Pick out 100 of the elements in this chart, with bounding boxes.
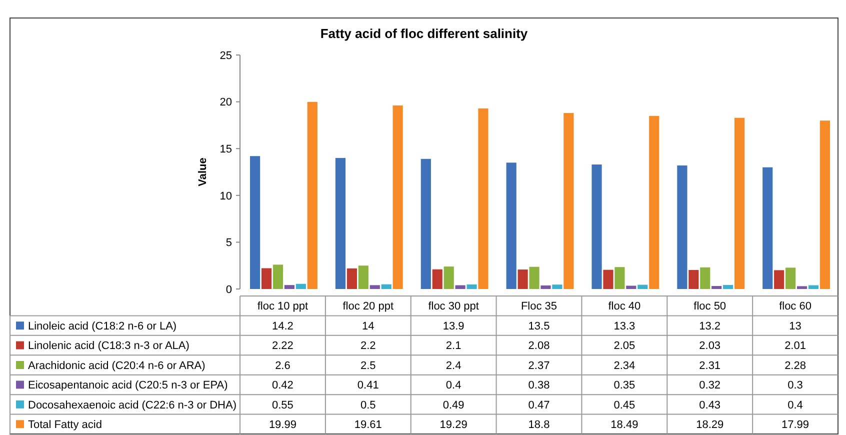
data-label: 2.08 <box>528 340 550 352</box>
bar <box>626 286 636 289</box>
bar <box>688 270 699 289</box>
y-tick-label: 15 <box>220 143 232 156</box>
data-label: 0.38 <box>528 380 550 392</box>
data-label: 2.6 <box>275 360 290 372</box>
data-label: 0.32 <box>699 380 721 392</box>
data-label: 2.1 <box>446 340 462 352</box>
data-label: 2.28 <box>784 360 806 372</box>
bar <box>820 120 830 289</box>
bar <box>712 286 722 289</box>
bar <box>381 284 392 289</box>
bar <box>603 270 614 289</box>
data-label: 0.4 <box>788 399 803 412</box>
data-label: 13 <box>789 320 802 332</box>
bar <box>723 284 734 289</box>
bar <box>335 158 346 289</box>
bar <box>564 113 574 289</box>
data-label: 2.37 <box>528 360 550 372</box>
bar <box>506 162 516 289</box>
bar <box>261 268 272 289</box>
bar <box>592 164 602 289</box>
bar <box>296 284 306 289</box>
bar <box>529 266 540 289</box>
data-label: 0.3 <box>788 380 803 392</box>
data-label: 0.47 <box>528 399 550 412</box>
y-tick-label: 5 <box>226 237 232 250</box>
data-label: 2.4 <box>446 360 462 372</box>
bar <box>677 165 688 289</box>
data-label: 14.2 <box>272 320 294 332</box>
data-label: 13.3 <box>614 320 636 332</box>
bar <box>734 118 745 289</box>
data-label: 2.22 <box>272 340 294 352</box>
data-label: 13.5 <box>528 320 550 332</box>
data-label: 0.41 <box>357 380 379 392</box>
bar <box>518 270 528 289</box>
bar <box>466 284 477 289</box>
data-label: 18.49 <box>610 418 638 431</box>
bar <box>250 156 260 289</box>
data-label: 2.34 <box>614 360 636 372</box>
bar <box>774 270 784 289</box>
bar <box>478 108 488 289</box>
legend-label: Arachidonic acid (C20:4 n-6 or ARA) <box>28 360 206 372</box>
data-label: 19.99 <box>268 418 296 431</box>
data-label: 17.99 <box>782 418 810 431</box>
data-label: 0.45 <box>614 399 636 412</box>
bar <box>786 268 796 289</box>
bar <box>284 285 294 289</box>
bar <box>272 264 284 289</box>
y-tick-label: 10 <box>220 190 232 202</box>
data-label: 19.61 <box>354 418 382 431</box>
data-label: 2.2 <box>360 340 376 352</box>
legend-label: Total Fatty acid <box>28 418 102 431</box>
data-label: 0.4 <box>446 380 462 392</box>
bar <box>420 158 431 289</box>
data-label: 2.01 <box>784 340 806 352</box>
data-label: 13.9 <box>442 320 464 332</box>
y-tick-label: 0 <box>226 284 232 296</box>
bar <box>552 284 562 289</box>
x-tick-label: Floc 35 <box>520 300 558 313</box>
x-tick-label: floc 60 <box>779 300 812 313</box>
bar <box>455 285 466 289</box>
bar <box>638 284 648 289</box>
y-axis-title: Value <box>197 158 209 186</box>
x-tick-label: floc 30 ppt <box>428 300 479 313</box>
bar <box>796 286 808 289</box>
data-label: 0.5 <box>360 399 376 412</box>
bar <box>649 116 660 289</box>
y-tick-label: 20 <box>220 96 232 109</box>
data-label: 19.29 <box>440 418 468 431</box>
bar <box>700 267 710 289</box>
bar <box>444 266 454 289</box>
x-tick-label: floc 20 ppt <box>342 300 394 313</box>
data-label: 14 <box>362 320 374 332</box>
data-label: 0.35 <box>614 380 636 392</box>
legend-label: Docosahexaenoic acid (C22:6 n-3 or DHA) <box>28 399 236 412</box>
data-label: 2.03 <box>699 340 721 352</box>
bar <box>392 105 403 289</box>
bar <box>432 269 442 289</box>
data-label: 2.05 <box>614 340 636 352</box>
bar <box>614 267 625 289</box>
bar <box>540 285 551 289</box>
data-label: 0.42 <box>272 380 294 392</box>
data-label: 2.5 <box>360 360 376 372</box>
bar <box>808 285 819 289</box>
data-label: 0.43 <box>699 399 721 412</box>
data-label: 0.55 <box>272 399 294 412</box>
bar <box>370 285 380 289</box>
chart-title: Fatty acid of floc different salinity <box>320 26 528 41</box>
data-label: 13.2 <box>699 320 721 332</box>
bar <box>358 266 368 289</box>
x-tick-label: floc 50 <box>694 300 726 313</box>
bar <box>762 167 773 289</box>
legend-label: Eicosapentanoic acid (C20:5 n-3 or EPA) <box>28 380 228 392</box>
legend-label: Linoleic acid (C18:2 n-6 or LA) <box>28 320 177 332</box>
y-tick-label: 25 <box>220 50 232 62</box>
data-label: 0.49 <box>442 399 464 412</box>
legend-label: Linolenic acid (C18:3 n-3 or ALA) <box>28 340 190 352</box>
x-tick-label: floc 40 <box>608 300 641 313</box>
bar <box>346 268 357 289</box>
